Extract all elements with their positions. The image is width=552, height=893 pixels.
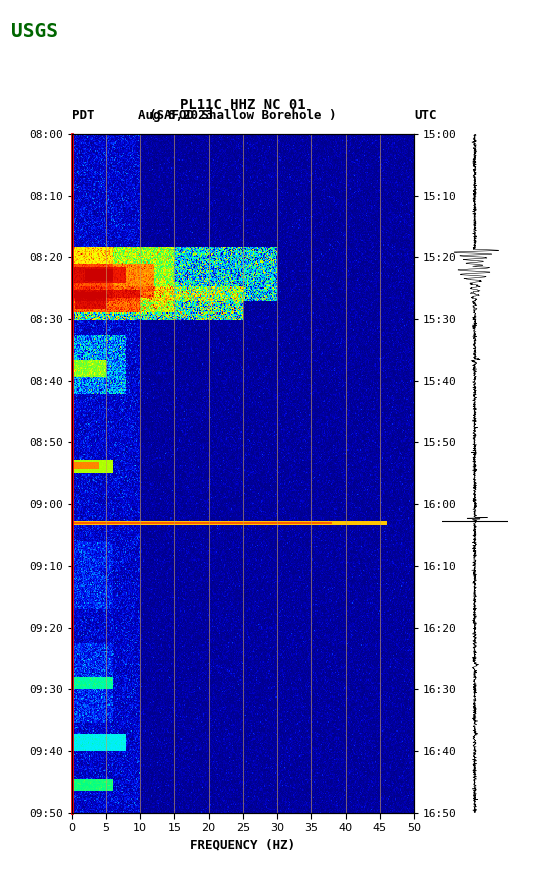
Text: PL11C HHZ NC 01: PL11C HHZ NC 01 [180, 97, 306, 112]
Text: (SAFOD Shallow Borehole ): (SAFOD Shallow Borehole ) [149, 109, 337, 122]
Text: UTC: UTC [414, 109, 437, 122]
Text: USGS: USGS [11, 22, 58, 41]
Text: Aug 8,2023: Aug 8,2023 [138, 109, 213, 122]
X-axis label: FREQUENCY (HZ): FREQUENCY (HZ) [190, 839, 295, 852]
Text: PDT: PDT [72, 109, 94, 122]
